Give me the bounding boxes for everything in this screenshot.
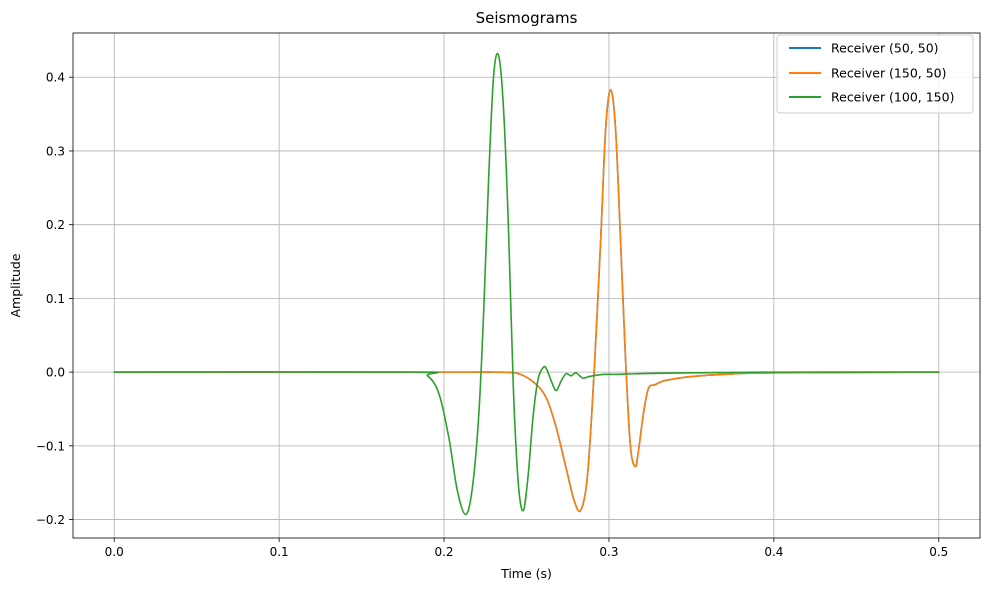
legend-label-receiver-50-50: Receiver (50, 50): [831, 41, 939, 56]
plot-frame: [72, 32, 981, 539]
y-tick-label: 0.3: [46, 144, 65, 158]
plot-lines: [113, 52, 940, 516]
y-tick-label: −0.2: [36, 513, 65, 527]
y-axis-label: Amplitude: [8, 253, 23, 317]
x-tick-label: 0.2: [434, 545, 453, 559]
chart-title: Seismograms: [476, 9, 578, 27]
x-tick-label: 0.1: [270, 545, 289, 559]
x-tick-label: 0.0: [105, 545, 124, 559]
legend-box: [776, 34, 974, 114]
y-tick-label: 0.4: [46, 71, 65, 85]
series-line-receiver-100-150: [113, 52, 940, 516]
x-tick-label: 0.3: [599, 545, 618, 559]
y-tick-label: −0.1: [36, 439, 65, 453]
series-line-receiver-150-50: [113, 88, 940, 513]
x-tick-label: 0.4: [764, 545, 783, 559]
y-tick-label: 0.1: [46, 292, 65, 306]
legend: Receiver (50, 50) Receiver (150, 50) Rec…: [776, 34, 974, 114]
y-tick-label: 0.2: [46, 218, 65, 232]
x-tick-label: 0.5: [929, 545, 948, 559]
x-axis-label: Time (s): [500, 566, 552, 581]
legend-label-receiver-150-50: Receiver (150, 50): [831, 66, 947, 81]
y-tick-label: 0.0: [46, 366, 65, 380]
legend-label-receiver-100-150: Receiver (100, 150): [831, 90, 954, 105]
axis-ticks: 0.0 0.1 0.2 0.3 0.4 0.5 −0.2 −0.1 0.0 0.1 0.2 0.3 0.…: [36, 71, 948, 559]
